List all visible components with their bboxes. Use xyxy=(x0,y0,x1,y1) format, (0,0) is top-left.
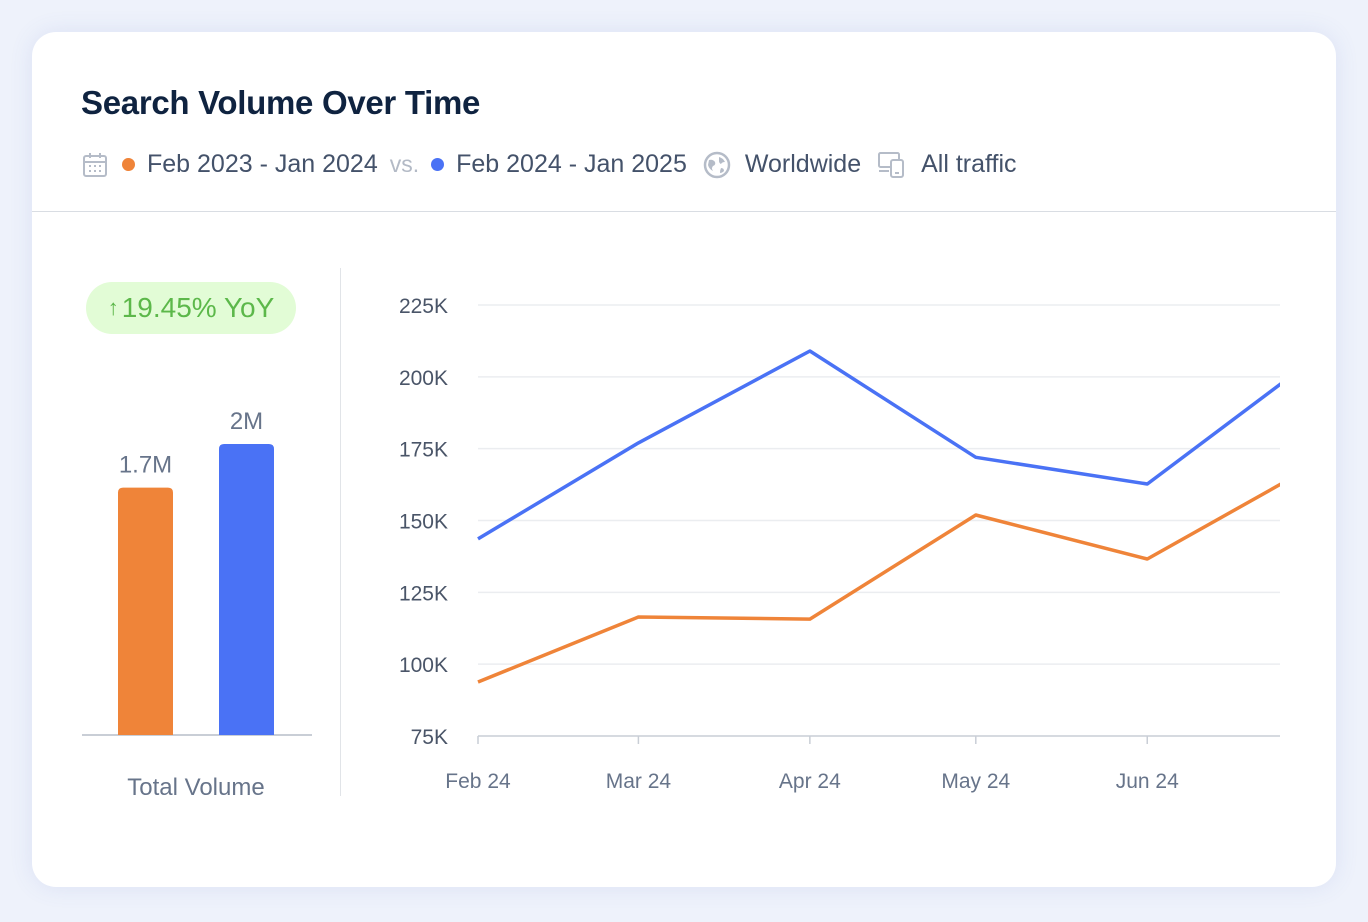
globe-icon xyxy=(703,151,731,179)
current-period-label: Feb 2024 - Jan 2025 xyxy=(456,150,687,178)
x-tick-label: May 24 xyxy=(941,770,1010,793)
y-tick-label: 100K xyxy=(399,654,448,677)
previous-period-label: Feb 2023 - Jan 2024 xyxy=(147,150,378,178)
x-tick-label: Mar 24 xyxy=(606,770,672,793)
y-tick-label: 225K xyxy=(399,295,448,318)
yoy-change-text: 19.45% YoY xyxy=(121,292,275,323)
calendar-icon xyxy=(82,152,108,178)
section-divider xyxy=(340,268,341,796)
traffic-label: All traffic xyxy=(921,150,1017,178)
vs-label: vs. xyxy=(389,151,420,177)
y-tick-label: 150K xyxy=(399,511,448,534)
series-line-current xyxy=(477,349,1280,541)
x-tick-label: Jun 24 xyxy=(1116,770,1179,793)
header-divider xyxy=(32,211,1336,212)
bar-data-label: 2M xyxy=(230,408,263,435)
x-tick-label: Apr 24 xyxy=(779,770,841,793)
filter-summary: Feb 2023 - Jan 2024 vs. Feb 2024 - Jan 2… xyxy=(82,150,1017,179)
series-line-previous xyxy=(477,482,1280,684)
bar-1 xyxy=(219,444,274,735)
x-tick-label: Feb 24 xyxy=(445,770,511,793)
devices-icon xyxy=(877,151,907,179)
bar-0 xyxy=(118,487,173,735)
y-tick-label: 125K xyxy=(399,582,448,605)
search-volume-card: Search Volume Over Time Feb 2023 - Jan 2… xyxy=(32,32,1336,887)
location-label: Worldwide xyxy=(744,150,862,178)
yoy-change-badge: ↑ 19.45% YoY xyxy=(86,282,296,334)
bar-x-label: Total Volume xyxy=(127,774,264,801)
y-tick-label: 75K xyxy=(411,726,448,749)
y-tick-label: 175K xyxy=(399,439,448,462)
search-volume-line-chart: 75K 100K 125K 150K 175K 200K 225K Feb 24 Mar 24 A… xyxy=(399,295,1280,793)
card-title: Search Volume Over Time xyxy=(81,84,481,121)
previous-period-dot xyxy=(122,158,135,171)
bar-data-label: 1.7M xyxy=(119,452,172,479)
current-period-dot xyxy=(431,158,445,171)
arrow-up-icon: ↑ xyxy=(107,295,119,320)
y-tick-label: 200K xyxy=(399,367,448,390)
total-volume-bar-chart: Total Volume 1.7M 2M xyxy=(82,408,312,801)
